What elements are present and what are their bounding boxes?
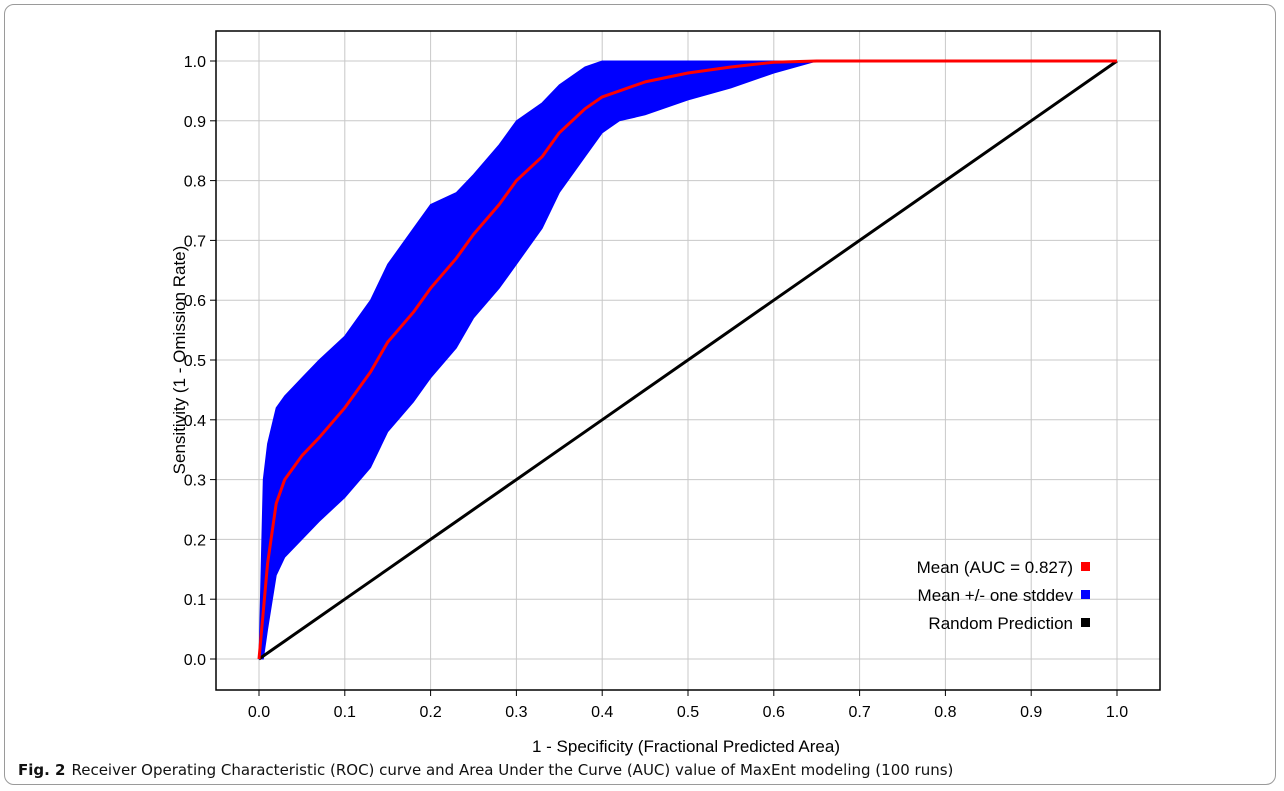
y-tick-label: 0.0 — [184, 652, 206, 669]
x-axis-label: 1 - Specificity (Fractional Predicted Ar… — [532, 737, 840, 756]
x-tick-label: 0.3 — [505, 704, 527, 721]
legend-label: Random Prediction — [928, 614, 1073, 633]
y-tick-label: 0.8 — [184, 174, 206, 191]
grid — [216, 31, 1160, 690]
roc-chart: 0.0 0.1 0.2 0.3 0.4 0.5 0.6 0.7 0.8 0.9 1.0 0.0 0.1… — [170, 30, 1161, 756]
caption-label: Fig. 2 — [18, 761, 66, 779]
series-line-mean — [257, 59, 1117, 660]
legend-swatch — [1081, 618, 1090, 627]
legend-label: Mean +/- one stddev — [918, 586, 1074, 605]
figure-caption: Fig. 2 Receiver Operating Characteristic … — [18, 761, 953, 779]
x-tick-label: 0.8 — [934, 704, 956, 721]
y-tick-label: 0.2 — [184, 532, 206, 549]
x-tick-label: 0.7 — [848, 704, 870, 721]
x-tick-label: 0.4 — [591, 704, 613, 721]
x-tick-label: 0.6 — [763, 704, 785, 721]
y-tick-label: 0.7 — [184, 233, 206, 250]
series-line-random — [258, 59, 1118, 661]
legend-swatch — [1081, 590, 1090, 599]
y-tick-label: 0.6 — [184, 293, 206, 310]
y-tick-label: 0.1 — [184, 592, 206, 609]
x-tick-label: 0.1 — [334, 704, 356, 721]
x-tick-label: 0.5 — [677, 704, 699, 721]
y-tick-label: 1.0 — [184, 54, 206, 71]
y-tick-label: 0.9 — [184, 114, 206, 131]
series-lines — [257, 59, 1118, 661]
legend-label: Mean (AUC = 0.827) — [917, 558, 1073, 577]
y-tick-label: 0.4 — [184, 413, 206, 430]
caption-text: Receiver Operating Characteristic (ROC) … — [71, 761, 954, 779]
y-axis-label: Sensitivity (1 - Omission Rate) — [170, 246, 189, 475]
stddev-band-group — [258, 60, 1117, 660]
y-tick-label: 0.3 — [184, 473, 206, 490]
x-axis-ticks: 0.0 0.1 0.2 0.3 0.4 0.5 0.6 0.7 0.8 0.9 1.0 — [248, 690, 1128, 721]
x-tick-label: 0.0 — [248, 704, 270, 721]
x-tick-label: 1.0 — [1106, 704, 1128, 721]
series-band-stddev — [258, 60, 1117, 660]
y-axis-ticks: 0.0 0.1 0.2 0.3 0.4 0.5 0.6 0.7 0.8 0.9 1.0 — [184, 54, 216, 669]
x-tick-label: 0.9 — [1020, 704, 1042, 721]
y-tick-label: 0.5 — [184, 353, 206, 370]
legend: Mean (AUC = 0.827) Mean +/- one stddev Ran… — [917, 558, 1090, 633]
legend-swatch — [1081, 562, 1090, 571]
x-tick-label: 0.2 — [419, 704, 441, 721]
